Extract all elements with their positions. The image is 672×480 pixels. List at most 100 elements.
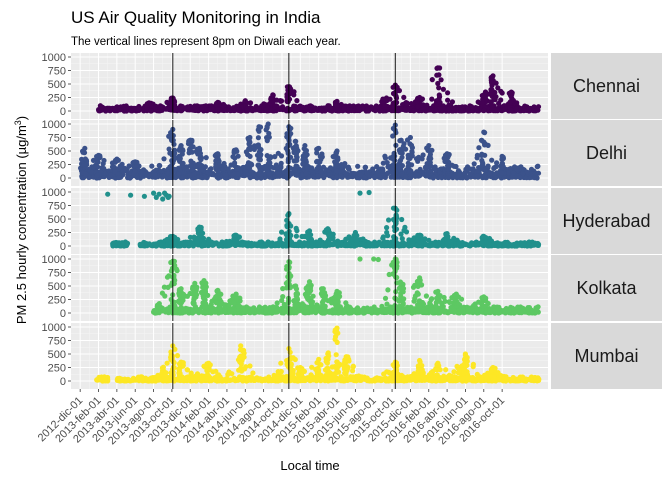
data-point	[247, 175, 253, 181]
data-point	[293, 138, 299, 144]
data-point	[158, 105, 164, 111]
data-point	[498, 97, 504, 103]
data-point	[462, 170, 468, 176]
data-point	[526, 106, 533, 112]
data-point	[457, 243, 463, 249]
data-point	[240, 242, 246, 248]
data-point	[501, 243, 507, 249]
data-point	[215, 99, 221, 105]
data-point	[153, 243, 159, 249]
data-point	[148, 108, 154, 114]
data-point	[182, 105, 189, 112]
data-point	[294, 157, 300, 163]
data-point	[354, 237, 360, 243]
data-point	[325, 226, 331, 232]
data-point	[177, 167, 183, 173]
y-tick-label: 1000	[42, 254, 66, 266]
data-point	[487, 171, 493, 177]
data-point	[302, 150, 308, 156]
data-point	[357, 190, 363, 196]
data-point	[435, 80, 441, 87]
data-point	[500, 164, 506, 170]
data-point	[197, 161, 203, 167]
data-point	[499, 170, 505, 176]
data-point	[199, 105, 205, 111]
data-point	[458, 107, 464, 113]
data-point	[517, 174, 523, 181]
data-point	[341, 106, 347, 112]
data-point	[465, 107, 471, 113]
data-point	[233, 147, 239, 153]
data-point	[315, 242, 321, 248]
data-point	[302, 143, 308, 149]
data-point	[356, 105, 362, 111]
data-point	[266, 130, 272, 137]
data-point	[382, 295, 389, 301]
data-point	[462, 242, 468, 248]
data-point	[294, 172, 300, 178]
data-point	[234, 166, 240, 172]
data-point	[338, 173, 344, 179]
data-point	[132, 159, 138, 165]
data-point	[432, 167, 438, 173]
data-point	[386, 217, 392, 223]
data-point	[332, 159, 338, 165]
data-point	[151, 190, 157, 196]
data-point	[513, 106, 519, 112]
data-point	[481, 233, 487, 239]
data-point	[273, 162, 279, 168]
data-point	[128, 192, 134, 198]
data-point	[128, 108, 134, 114]
data-point	[169, 158, 175, 164]
data-point	[196, 174, 202, 180]
data-point	[495, 85, 501, 91]
data-point	[429, 96, 435, 102]
data-point	[451, 163, 457, 169]
data-point	[187, 137, 193, 143]
data-point	[291, 149, 297, 155]
data-point	[82, 156, 88, 162]
data-point	[276, 243, 282, 249]
data-point	[498, 88, 504, 94]
data-point	[508, 89, 514, 95]
data-point	[187, 148, 193, 154]
data-point	[427, 107, 433, 113]
data-point	[268, 100, 274, 106]
data-point	[479, 152, 486, 158]
data-point	[391, 150, 397, 156]
data-point	[164, 274, 171, 280]
y-tick-label: 750	[48, 268, 66, 280]
data-point	[500, 107, 506, 113]
data-point	[95, 152, 102, 158]
data-point	[451, 106, 457, 112]
data-point	[132, 168, 138, 174]
data-point	[494, 160, 500, 166]
data-point	[517, 105, 523, 111]
y-tick-label: 750	[48, 133, 66, 145]
y-tick-label: 0	[60, 241, 66, 253]
data-point	[285, 142, 291, 148]
data-point	[294, 107, 300, 113]
data-point	[355, 163, 361, 169]
data-point	[532, 108, 539, 114]
data-point	[444, 231, 450, 237]
data-point	[334, 148, 340, 154]
data-point	[182, 242, 188, 248]
data-point	[474, 173, 480, 179]
data-point	[188, 158, 194, 164]
data-point	[415, 104, 421, 110]
data-point	[393, 212, 399, 218]
data-point	[481, 173, 487, 179]
data-point	[496, 242, 502, 248]
data-point	[491, 165, 497, 171]
y-tick-label: 500	[48, 146, 66, 158]
data-point	[257, 153, 263, 159]
data-point	[420, 152, 426, 158]
data-point	[233, 232, 239, 238]
data-point	[397, 157, 404, 163]
data-point	[384, 225, 390, 231]
data-point	[382, 155, 389, 161]
data-point	[149, 163, 155, 169]
data-point	[232, 155, 238, 161]
